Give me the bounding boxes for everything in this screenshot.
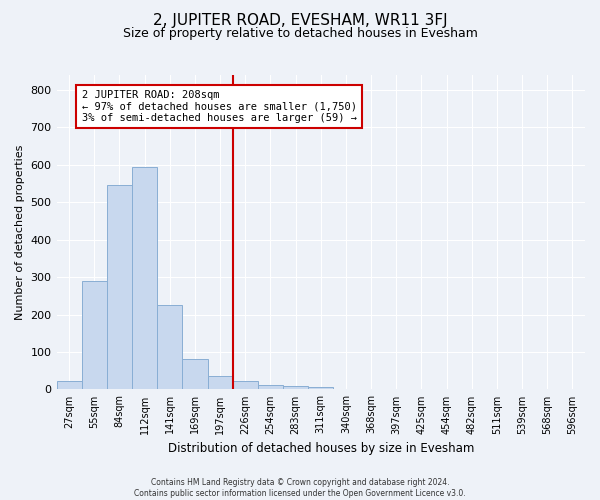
Bar bbox=[107, 186, 132, 390]
Bar bbox=[56, 381, 82, 390]
Text: Size of property relative to detached houses in Evesham: Size of property relative to detached ho… bbox=[122, 28, 478, 40]
Y-axis label: Number of detached properties: Number of detached properties bbox=[15, 144, 25, 320]
Bar bbox=[308, 387, 334, 390]
Bar bbox=[283, 386, 308, 390]
Bar bbox=[233, 381, 258, 390]
Bar bbox=[182, 360, 208, 390]
Text: 2, JUPITER ROAD, EVESHAM, WR11 3FJ: 2, JUPITER ROAD, EVESHAM, WR11 3FJ bbox=[152, 12, 448, 28]
Text: 2 JUPITER ROAD: 208sqm
← 97% of detached houses are smaller (1,750)
3% of semi-d: 2 JUPITER ROAD: 208sqm ← 97% of detached… bbox=[82, 90, 357, 123]
Bar bbox=[157, 305, 182, 390]
Bar bbox=[258, 385, 283, 390]
Bar bbox=[132, 166, 157, 390]
Text: Contains HM Land Registry data © Crown copyright and database right 2024.
Contai: Contains HM Land Registry data © Crown c… bbox=[134, 478, 466, 498]
X-axis label: Distribution of detached houses by size in Evesham: Distribution of detached houses by size … bbox=[167, 442, 474, 455]
Bar bbox=[208, 376, 233, 390]
Bar bbox=[82, 281, 107, 390]
